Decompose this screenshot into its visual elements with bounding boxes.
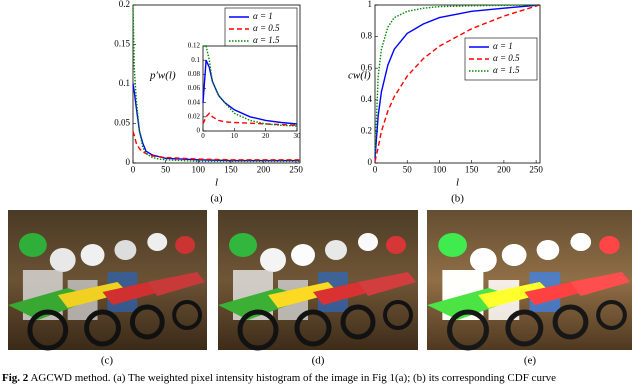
- y-tick-label: 0.6: [361, 62, 373, 72]
- series-line: [203, 45, 298, 127]
- y-tick-label: 0.15: [114, 39, 130, 49]
- caption-text: AGCWD method. (a) The weighted pixel int…: [30, 372, 556, 384]
- y-tick-label: 0: [368, 157, 373, 167]
- x-tick-label: 50: [403, 164, 413, 174]
- x-tick-label: 100: [433, 164, 447, 174]
- x-axis-label: l: [456, 177, 459, 189]
- series-line: [202, 112, 298, 126]
- y-tick-label: 0.06: [188, 84, 201, 92]
- y-tick-label: 0.8: [361, 31, 373, 41]
- legend-label: α = 0.5: [253, 23, 280, 33]
- series-line: [132, 131, 300, 161]
- y-tick-label: 0.4: [361, 94, 373, 104]
- legend-label: α = 1.5: [253, 35, 280, 45]
- x-axis-label: l: [215, 177, 218, 189]
- image-label: (d): [312, 355, 325, 367]
- x-tick-label: 0: [131, 164, 136, 174]
- image-label: (c): [101, 355, 114, 367]
- legend-label: α = 0.5: [493, 53, 520, 63]
- x-tick-label: 200: [497, 164, 511, 174]
- y-tick-label: 0.2: [119, 0, 130, 9]
- x-tick-label: 30: [294, 132, 302, 140]
- x-tick-label: 150: [224, 164, 238, 174]
- y-tick-label: 0.1: [191, 56, 200, 64]
- caption-figure: Fig. 2: [2, 372, 29, 384]
- chart-title: (a): [210, 193, 223, 205]
- y-tick-label: 0.12: [188, 42, 201, 50]
- caption: Fig. 2 AGCWD method. (a) The weighted pi…: [2, 372, 556, 384]
- series-line: [374, 4, 540, 162]
- y-tick-label: 1: [368, 0, 373, 9]
- photo-original: [8, 210, 207, 350]
- x-tick-label: 10: [231, 132, 239, 140]
- x-tick-label: 50: [161, 164, 171, 174]
- series-line: [132, 4, 300, 163]
- photo-agcwd: [218, 210, 418, 350]
- y-tick-label: 0: [197, 127, 201, 135]
- series-line: [374, 4, 540, 156]
- plot-area: [374, 4, 541, 164]
- chart-title: (b): [451, 193, 464, 205]
- y-tick-label: 0: [126, 157, 131, 167]
- x-tick-label: 20: [262, 132, 270, 140]
- series-line: [132, 83, 300, 162]
- legend-label: α = 1.5: [493, 65, 520, 75]
- x-tick-label: 100: [191, 164, 205, 174]
- legend-label: α = 1: [253, 11, 273, 21]
- chart: 0 50 100 150 200 250 0 0.2 0.4 0.6 0.8 1 l cw(l) (b) α …: [348, 0, 543, 205]
- x-tick-label: 0: [201, 132, 205, 140]
- series-line: [374, 4, 540, 159]
- y-axis-label: p′w(l): [149, 70, 176, 82]
- x-tick-label: 0: [373, 164, 378, 174]
- x-tick-label: 250: [289, 164, 303, 174]
- x-tick-label: 200: [257, 164, 271, 174]
- x-tick-label: 250: [529, 164, 543, 174]
- chart: 0 10 20 30 0 0.02 0.04 0.06 0.08 0.1 0.12: [188, 42, 301, 141]
- x-tick-label: 150: [465, 164, 479, 174]
- y-tick-label: 0.1: [119, 78, 130, 88]
- y-tick-label: 0.08: [188, 70, 201, 78]
- y-tick-label: 0.2: [361, 125, 372, 135]
- y-axis-label: cw(l): [348, 70, 371, 82]
- plot-area: [202, 45, 298, 132]
- y-tick-label: 0.04: [188, 98, 201, 106]
- y-tick-label: 0.02: [188, 112, 201, 120]
- image-label: (e): [524, 355, 537, 367]
- photo-enhanced: [427, 210, 632, 350]
- y-tick-label: 0.05: [114, 118, 130, 128]
- legend-label: α = 1: [493, 41, 513, 51]
